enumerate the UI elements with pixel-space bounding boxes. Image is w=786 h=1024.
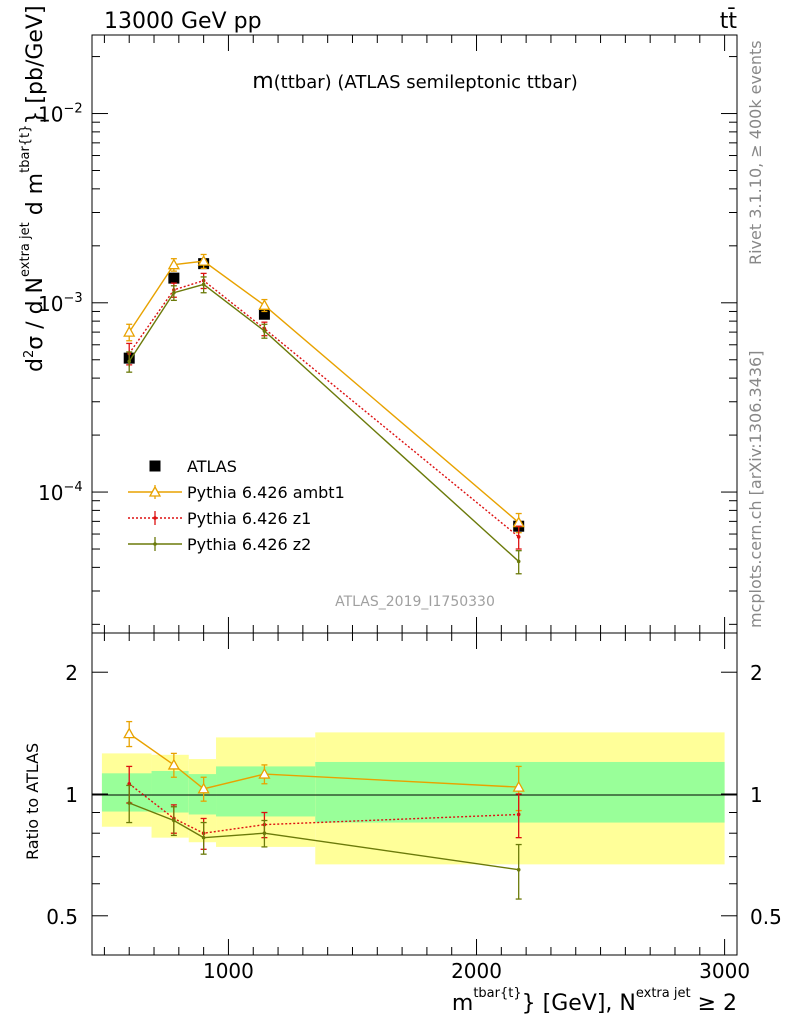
ratio-point — [201, 835, 206, 840]
legend-entry: ATLAS — [149, 457, 237, 476]
energy-label: 13000 GeV pp — [104, 9, 262, 34]
legend-symbol — [149, 460, 161, 472]
ratio-point — [262, 831, 267, 836]
main-panel: 10−4 10−3 10−2 m(ttbar) (ATLAS semileptoni… — [18, 5, 738, 634]
ratio-point — [516, 812, 521, 817]
plot-title: m(ttbar) (ATLAS semileptonic ttbar) — [252, 69, 578, 94]
data-point — [258, 298, 271, 310]
ratio-ytick-label: 2 — [65, 661, 78, 685]
stat-uncertainty-band — [101, 773, 152, 812]
series-pythia-6-426-ambt1 — [123, 253, 525, 534]
legend-entry: Pythia 6.426 z1 — [128, 509, 311, 528]
ratio-ylabel: Ratio to ATLAS — [23, 743, 42, 860]
ratio-point — [167, 758, 180, 770]
legend-symbol — [153, 542, 157, 546]
data-point — [516, 559, 521, 564]
ratio-point — [512, 780, 525, 792]
ratio-point — [172, 818, 176, 823]
data-point — [168, 272, 180, 284]
main-ytick-label: 10−2 — [38, 102, 83, 127]
ratio-ytick-label-right: 1 — [750, 783, 763, 807]
main-ytick-label: 10−3 — [38, 291, 83, 316]
ratio-series-pythia-6-426-ambt1 — [123, 720, 525, 812]
data-point — [167, 258, 180, 270]
legend-label: Pythia 6.426 z2 — [187, 535, 311, 554]
legend-entry: Pythia 6.426 z2 — [128, 535, 311, 554]
main-ylabel: d2σ / d Nextra jet d mtbar{t}} [pb/GeV] — [18, 5, 48, 372]
rivet-label: Rivet 3.1.10, ≥ 400k events — [746, 40, 765, 265]
legend: ATLAS Pythia 6.426 ambt1 Pythia 6.426 z1 Py… — [128, 457, 345, 554]
stat-uncertainty-band — [151, 770, 189, 813]
process-label: tt̄ — [720, 8, 738, 34]
main-ytick-label: 10−4 — [38, 480, 83, 505]
legend-entry: Pythia 6.426 ambt1 — [128, 483, 345, 502]
data-point — [258, 308, 270, 320]
ratio-point — [516, 867, 521, 872]
xlabel: mtbar{t}} [GeV], Nextra jet ≥ 2 — [452, 986, 737, 1016]
ratio-series-pythia-6-426-z2 — [126, 784, 522, 900]
ratio-ytick-label: 0.5 — [46, 905, 78, 929]
series-pythia-6-426-z2 — [126, 276, 522, 575]
ratio-point — [197, 782, 210, 794]
data-point — [262, 329, 267, 333]
data-point — [197, 254, 210, 266]
legend-label: Pythia 6.426 ambt1 — [187, 483, 345, 502]
legend-label: Pythia 6.426 z1 — [187, 509, 311, 528]
data-point — [127, 359, 132, 364]
legend-label: ATLAS — [187, 457, 237, 476]
data-point — [123, 325, 136, 337]
data-point — [201, 282, 206, 287]
ratio-ytick-label-right: 0.5 — [750, 905, 782, 929]
legend-symbol — [153, 516, 157, 520]
legend-symbol — [148, 485, 162, 497]
ratio-point — [123, 727, 136, 739]
series-pythia-6-426-z1 — [126, 272, 522, 550]
ratio-point — [127, 781, 132, 786]
xtick-label: 3000 — [699, 959, 750, 983]
data-point — [172, 290, 176, 295]
data-point — [516, 535, 521, 539]
ratio-panel: 0.5 0.5 1 1 2 2 1000 2000 3000 Ratio to ATLAS mt… — [23, 632, 782, 1016]
mcplots-label: mcplots.cern.ch [arXiv:1306.3436] — [746, 351, 765, 628]
xtick-label: 2000 — [451, 959, 502, 983]
ratio-ytick-label: 1 — [65, 783, 78, 807]
ratio-ytick-label-right: 2 — [750, 661, 763, 685]
stat-uncertainty-band — [315, 761, 725, 823]
xtick-label: 1000 — [203, 959, 254, 983]
ratio-point — [258, 767, 271, 779]
analysis-id: ATLAS_2019_I1750330 — [335, 594, 495, 610]
ratio-point — [127, 801, 132, 805]
